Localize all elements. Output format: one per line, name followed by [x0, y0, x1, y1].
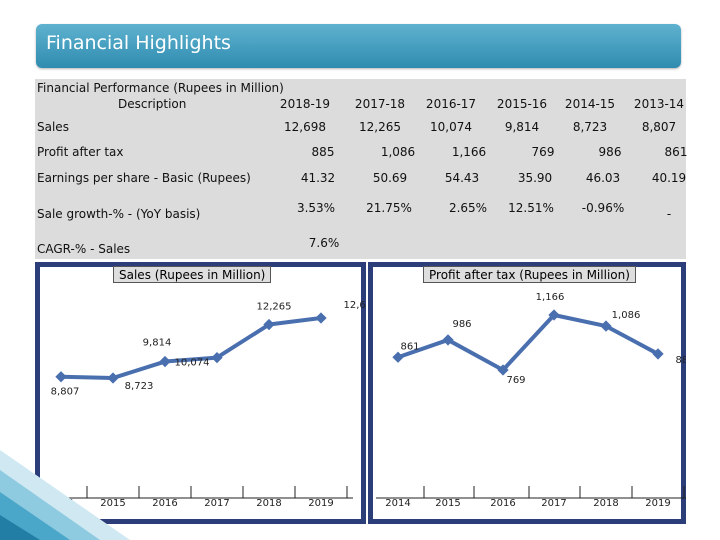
- row-label-sales: Sales: [37, 120, 69, 134]
- profit-chart-panel: [368, 262, 686, 524]
- x-tick-label: 2016: [490, 498, 515, 509]
- table-cell: 769: [531, 145, 555, 159]
- year-header: 2013-14: [633, 97, 685, 111]
- table-cell: 3.53%: [296, 201, 336, 215]
- data-point: [315, 312, 327, 324]
- table-cell: 1,086: [380, 145, 416, 159]
- x-tick-label: 2017: [204, 498, 229, 509]
- sales-chart-title: Sales (Rupees in Million): [113, 266, 272, 283]
- table-caption: Financial Performance (Rupees in Million…: [37, 81, 284, 95]
- profit-chart: 2014 2015 2016 2017 2018 2019 861 986 769 1,166 1,…: [376, 292, 686, 509]
- year-header: 2015-16: [496, 97, 548, 111]
- table-cell: 861: [664, 145, 688, 159]
- data-label: 10,074: [175, 358, 210, 369]
- table-cell: 12.51%: [508, 201, 554, 215]
- x-tick-label: 2019: [308, 498, 333, 509]
- data-point: [107, 372, 119, 384]
- x-tick-label: 2016: [152, 498, 177, 509]
- table-cell: 40.19: [651, 171, 687, 185]
- row-label-cagr: CAGR-% - Sales: [37, 242, 131, 256]
- decorative-corner: [0, 450, 130, 540]
- financial-table: Financial Performance (Rupees in Million…: [35, 79, 688, 259]
- year-header: 2017-18: [354, 97, 406, 111]
- data-label: 12,265: [257, 302, 292, 313]
- table-cell: 7.6%: [308, 236, 340, 250]
- table-cell: 21.75%: [366, 201, 412, 215]
- data-label: 986: [452, 319, 471, 330]
- data-label: 8,807: [51, 387, 80, 398]
- x-tick-label: 2019: [645, 498, 670, 509]
- data-point: [392, 351, 404, 363]
- data-label: 1,166: [536, 292, 565, 303]
- x-tick-label: 2018: [593, 498, 618, 509]
- description-header: Description: [118, 97, 187, 111]
- data-label: 885: [675, 355, 686, 366]
- table-cell: -: [666, 207, 672, 221]
- table-cell: 885: [311, 145, 335, 159]
- table-cell: 54.43: [444, 171, 480, 185]
- x-tick-label: 2015: [435, 498, 460, 509]
- table-cell: 8,807: [641, 120, 677, 134]
- year-header: 2016-17: [425, 97, 477, 111]
- table-cell: 10,074: [430, 120, 472, 134]
- table-cell: 12,698: [284, 120, 326, 134]
- table-cell: 41.32: [300, 171, 336, 185]
- table-cell: -0.96%: [581, 201, 625, 215]
- table-cell: 986: [598, 145, 622, 159]
- data-point: [442, 334, 454, 346]
- series-line: [397, 313, 659, 372]
- page-title: Financial Highlights: [46, 32, 231, 54]
- sales-chart-panel: [35, 262, 366, 524]
- x-tick-label: 2017: [541, 498, 566, 509]
- series-line: [60, 316, 322, 380]
- table-cell: 12,265: [359, 120, 401, 134]
- data-point: [55, 371, 67, 383]
- year-header: 2014-15: [564, 97, 616, 111]
- table-cell: 46.03: [585, 171, 621, 185]
- x-tick-label: 2015: [100, 498, 125, 509]
- table-cell: 50.69: [372, 171, 408, 185]
- title-banner: Financial Highlights: [36, 24, 681, 68]
- data-label: 1,086: [612, 310, 641, 321]
- row-label-profit: Profit after tax: [37, 145, 124, 159]
- table-cell: 8,723: [572, 120, 608, 134]
- data-label: 861: [400, 341, 419, 352]
- data-point: [159, 355, 171, 368]
- x-tick-label: 2018: [256, 498, 281, 509]
- data-label: 769: [506, 375, 525, 386]
- row-label-eps: Earnings per share - Basic (Rupees): [37, 171, 251, 185]
- data-label: 12,698: [344, 300, 367, 311]
- table-cell: 1,166: [451, 145, 487, 159]
- row-label-growth: Sale growth-% - (YoY basis): [37, 207, 201, 221]
- table-cell: 9,814: [504, 120, 540, 134]
- table-cell: 35.90: [517, 171, 553, 185]
- table-cell: 2.65%: [448, 201, 488, 215]
- profit-chart-title: Profit after tax (Rupees in Million): [423, 266, 636, 283]
- year-header: 2018-19: [279, 97, 331, 111]
- x-tick-label: 2014: [385, 498, 410, 509]
- data-label: 8,723: [125, 381, 154, 392]
- data-label: 9,814: [143, 338, 172, 349]
